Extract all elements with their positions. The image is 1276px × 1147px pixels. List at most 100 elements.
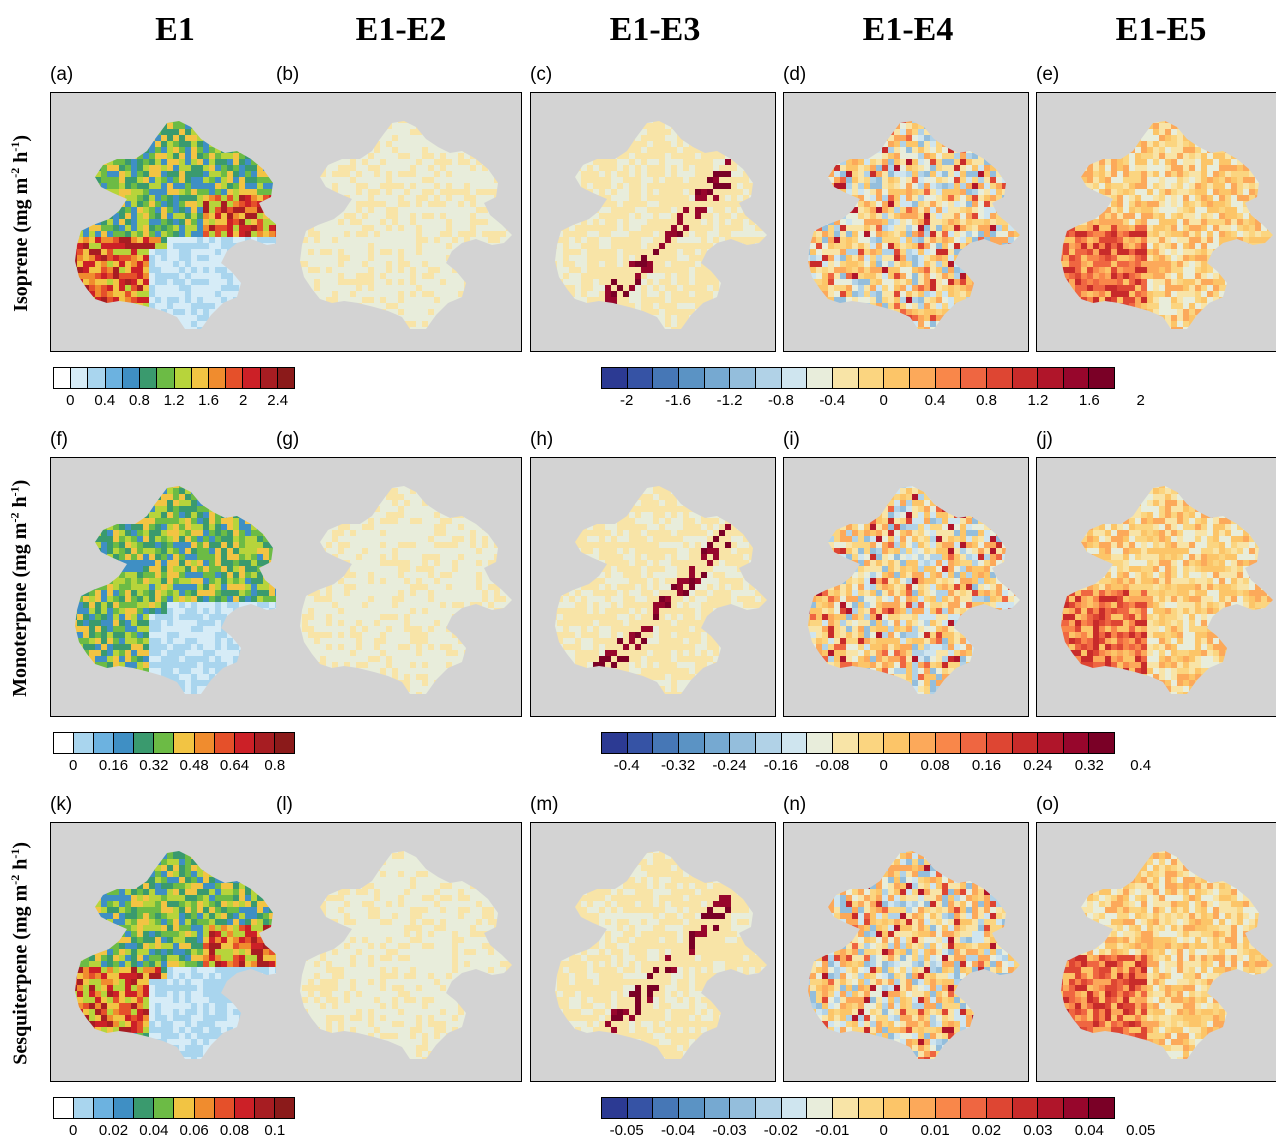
row-title-monoterpene: Monoterpene (mg m-2 h-1) bbox=[0, 457, 40, 719]
difference-colorbar: -0.4 -0.32 -0.24 -0.16 -0.08 0 0.08 0.16 0.24 0.3… bbox=[601, 732, 1151, 774]
colorbar-swatch bbox=[194, 1098, 215, 1118]
column-title-e1-e4: E1-E4 bbox=[788, 10, 1028, 50]
panel-label: (c) bbox=[530, 64, 552, 86]
colorbar-tick-label: -0.24 bbox=[712, 757, 746, 774]
map-panel bbox=[276, 822, 522, 1082]
colorbar-swatch bbox=[191, 368, 209, 388]
colorbar-tick-label: 0.8 bbox=[264, 757, 285, 774]
colorbar-swatch bbox=[627, 1098, 654, 1118]
colorbar-tick-label: 0.03 bbox=[1023, 1122, 1052, 1139]
colorbar-tick-label: 1.2 bbox=[164, 392, 185, 409]
colorbar-swatch bbox=[1038, 733, 1064, 753]
colorbar-tick-label: -0.4 bbox=[819, 392, 845, 409]
colorbar-swatch bbox=[730, 368, 756, 388]
colorbar-swatch bbox=[1038, 1098, 1064, 1118]
map-panel bbox=[50, 92, 296, 352]
colorbar-swatch bbox=[94, 1098, 115, 1118]
map-panel bbox=[783, 457, 1029, 717]
colorbar-tick-label: 0.08 bbox=[220, 1122, 249, 1139]
colorbar-swatch bbox=[961, 733, 987, 753]
colorbar-tick-label: 0.05 bbox=[1126, 1122, 1155, 1139]
colorbar-swatch bbox=[832, 368, 859, 388]
colorbar-tick-label: 0.24 bbox=[1023, 757, 1052, 774]
colorbar-swatch bbox=[243, 368, 261, 388]
colorbar-tick-label: -0.03 bbox=[712, 1122, 746, 1139]
colorbar-tick-label: 0.48 bbox=[180, 757, 209, 774]
colorbar-swatch bbox=[134, 1098, 155, 1118]
colorbar-swatch bbox=[678, 1098, 705, 1118]
colorbar-swatch bbox=[1012, 733, 1039, 753]
beijing-map bbox=[300, 486, 512, 694]
colorbar-swatch bbox=[254, 733, 275, 753]
colorbar-swatch bbox=[1089, 733, 1115, 753]
colorbar-swatch bbox=[858, 733, 885, 753]
colorbar-swatch bbox=[208, 368, 227, 388]
beijing-map bbox=[808, 121, 1020, 329]
panel-label: (g) bbox=[276, 429, 299, 451]
colorbar-swatch bbox=[88, 368, 106, 388]
column-title-e1-e5: E1-E5 bbox=[1041, 10, 1276, 50]
column-title-e1-e2: E1-E2 bbox=[281, 10, 521, 50]
panel-label: (f) bbox=[50, 429, 68, 451]
colorbar-swatch bbox=[884, 368, 910, 388]
colorbar-tick-label: 0.02 bbox=[972, 1122, 1001, 1139]
colorbar-swatch bbox=[194, 733, 215, 753]
colorbar-tick-label: 0.32 bbox=[139, 757, 168, 774]
map-panel bbox=[276, 92, 522, 352]
colorbar-tick-label: 0.16 bbox=[972, 757, 1001, 774]
map-panel bbox=[783, 92, 1029, 352]
colorbar-swatch bbox=[884, 1098, 910, 1118]
panel-label: (d) bbox=[783, 64, 806, 86]
colorbar-tick-label: 0.8 bbox=[976, 392, 997, 409]
colorbar-swatch bbox=[704, 733, 731, 753]
colorbar-swatch bbox=[74, 733, 95, 753]
colorbar-swatch bbox=[174, 368, 192, 388]
colorbar-swatch bbox=[884, 733, 910, 753]
colorbar-swatch bbox=[807, 733, 833, 753]
colorbar-swatch bbox=[961, 1098, 987, 1118]
colorbar-swatch bbox=[909, 1098, 936, 1118]
colorbar-swatch bbox=[602, 368, 628, 388]
colorbar-tick-label: -0.01 bbox=[815, 1122, 849, 1139]
colorbar-swatch bbox=[105, 368, 123, 388]
colorbar-swatch bbox=[274, 733, 294, 753]
beijing-map bbox=[75, 486, 287, 694]
colorbar-tick-label: 0 bbox=[69, 757, 77, 774]
colorbar-swatch bbox=[986, 368, 1013, 388]
colorbar-swatch bbox=[986, 1098, 1013, 1118]
colorbar-swatch bbox=[1038, 368, 1064, 388]
colorbar-swatch bbox=[602, 733, 628, 753]
beijing-map bbox=[555, 486, 767, 694]
colorbar-tick-label: 0.06 bbox=[180, 1122, 209, 1139]
colorbar-swatch bbox=[909, 733, 936, 753]
colorbar-swatch bbox=[134, 733, 155, 753]
colorbar-swatch bbox=[114, 1098, 135, 1118]
colorbar-swatch bbox=[1012, 1098, 1039, 1118]
colorbar-swatch bbox=[274, 1098, 294, 1118]
beijing-map bbox=[808, 851, 1020, 1059]
colorbar-tick-label: 2 bbox=[239, 392, 247, 409]
colorbar-tick-label: 0.02 bbox=[99, 1122, 128, 1139]
colorbar-swatch bbox=[781, 368, 808, 388]
beijing-map bbox=[555, 851, 767, 1059]
colorbar-tick-label: 2 bbox=[1137, 392, 1145, 409]
colorbar-swatch bbox=[832, 1098, 859, 1118]
colorbar-swatch bbox=[1063, 1098, 1090, 1118]
colorbar-swatch bbox=[154, 1098, 175, 1118]
colorbar-swatch bbox=[858, 1098, 885, 1118]
colorbar-swatch bbox=[214, 733, 235, 753]
colorbar-swatch bbox=[730, 733, 756, 753]
map-panel bbox=[50, 457, 296, 717]
colorbar-tick-label: -0.08 bbox=[815, 757, 849, 774]
absolute-colorbar: 0 0.02 0.04 0.06 0.08 0.1 bbox=[53, 1097, 295, 1139]
colorbar-tick-label: 1.2 bbox=[1027, 392, 1048, 409]
colorbar-tick-label: 2.4 bbox=[267, 392, 288, 409]
colorbar-tick-label: 1.6 bbox=[1079, 392, 1100, 409]
colorbar-tick-label: 0.64 bbox=[220, 757, 249, 774]
beijing-map bbox=[300, 851, 512, 1059]
colorbar-swatch bbox=[858, 368, 885, 388]
beijing-map bbox=[1061, 851, 1273, 1059]
beijing-map bbox=[75, 121, 287, 329]
panel-label: (a) bbox=[50, 64, 73, 86]
colorbar-tick-label: -0.32 bbox=[661, 757, 695, 774]
